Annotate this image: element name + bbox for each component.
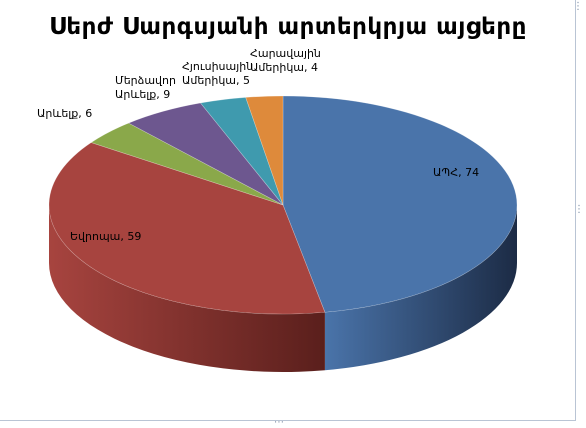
- pie-slice-2[interactable]: [90, 122, 284, 206]
- resize-handle-bottom[interactable]: ⋯: [274, 417, 284, 428]
- resize-handle-top-right[interactable]: ⋮: [573, 1, 583, 12]
- pie-slice-3[interactable]: [127, 102, 284, 206]
- slice-label-4: Հյուսիսային Ամերիկա, 5: [182, 60, 253, 87]
- pie-slice-4[interactable]: [199, 97, 284, 206]
- pie-side-0: [324, 205, 518, 371]
- slice-label-2: Արևելք, 6: [37, 107, 92, 120]
- slice-label-3: Մերձավոր Արևելք, 9: [115, 74, 176, 101]
- slice-label-1: Եվրոպա, 59: [70, 230, 141, 243]
- resize-handle-right[interactable]: ⋮: [574, 204, 584, 215]
- chart-title: Սերժ Սարգսյանի արտերկրյա այցերը: [49, 14, 527, 40]
- pie-slice-0[interactable]: [282, 95, 518, 313]
- pie-slice-1[interactable]: [48, 142, 326, 315]
- slice-label-5: Հարավային Ամերիկա, 4: [250, 47, 321, 74]
- pie-slice-5[interactable]: [245, 95, 284, 206]
- slice-label-0: ԱՊՀ, 74: [433, 166, 479, 179]
- chart-frame: [0, 0, 576, 421]
- pie-side-1: [49, 205, 325, 372]
